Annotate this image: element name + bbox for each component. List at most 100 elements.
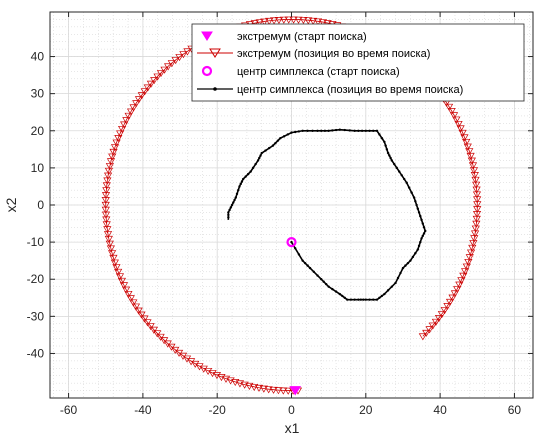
center-path-marker: [301, 259, 304, 262]
extremum-marker: [183, 48, 192, 56]
extremum-marker: [462, 138, 471, 146]
center-path-marker: [414, 200, 417, 203]
extremum-marker: [279, 387, 288, 395]
y-tick-label: 40: [31, 50, 45, 64]
x-tick-label: 20: [359, 403, 373, 417]
center-path-marker: [232, 201, 235, 204]
center-path-marker: [364, 129, 368, 132]
extremum-marker: [450, 290, 460, 298]
extremum-marker: [448, 294, 457, 302]
center-path-marker: [324, 282, 328, 286]
extremum-marker: [457, 277, 466, 285]
y-tick-label: 30: [31, 87, 45, 101]
center-path-marker: [378, 133, 381, 136]
center-path-marker: [237, 188, 240, 192]
center-path-marker: [227, 211, 230, 214]
center-path-marker: [357, 298, 360, 301]
extremum-marker: [454, 120, 463, 128]
extremum-marker: [284, 16, 293, 24]
center-path-marker: [239, 182, 242, 186]
extremum-marker: [146, 323, 155, 331]
center-path-marker: [327, 129, 330, 132]
center-path-marker: [242, 177, 245, 181]
extremum-marker: [175, 54, 184, 62]
extremum-marker: [156, 70, 166, 78]
center-path-marker: [246, 172, 250, 176]
extremum-marker: [116, 130, 125, 138]
extremum-marker: [284, 387, 293, 395]
center-path-marker: [390, 285, 394, 288]
center-path-marker: [388, 154, 391, 157]
center-path-marker: [233, 198, 236, 202]
extremum-marker: [114, 134, 123, 143]
extremum-marker: [119, 282, 129, 290]
extremum-marker: [126, 108, 136, 116]
extremum-marker: [444, 103, 454, 111]
legend: экстремум (старт поиска) экстремум (пози…: [191, 23, 525, 102]
center-path-marker: [416, 248, 420, 251]
center-path-marker: [409, 259, 412, 262]
extremum-start-marker: [289, 386, 302, 396]
center-path-marker: [297, 130, 301, 133]
legend-entry-center-path: центр симплекса (позиция во время поиска…: [197, 84, 463, 96]
legend-marker-filled-triangle: [201, 31, 213, 41]
extremum-marker: [470, 172, 479, 180]
center-path-marker: [244, 175, 247, 178]
y-tick-label: -20: [27, 272, 45, 286]
center-path-marker: [282, 135, 286, 138]
center-path-marker: [419, 214, 422, 218]
x-tick-label: 60: [508, 403, 522, 417]
center-path-marker: [230, 203, 234, 207]
center-path-marker: [419, 240, 422, 244]
center-path-marker: [404, 264, 407, 267]
center-path-marker: [316, 274, 319, 277]
center-path-marker: [412, 196, 416, 199]
center-path-marker: [254, 162, 257, 166]
extremum-marker: [124, 112, 133, 120]
center-path-marker: [306, 264, 309, 267]
center-path-marker: [407, 186, 411, 189]
center-path-marker: [334, 128, 338, 132]
extremum-marker: [171, 57, 180, 65]
extremum-marker: [289, 16, 298, 24]
extremum-marker: [167, 343, 176, 351]
extremum-marker: [455, 281, 464, 289]
extremum-marker: [195, 363, 204, 371]
extremum-marker: [449, 112, 459, 120]
center-path-marker: [420, 237, 423, 240]
center-path-marker: [235, 192, 239, 196]
center-path-marker: [234, 196, 237, 199]
extremum-marker: [143, 84, 152, 92]
extremum-marker: [110, 259, 119, 267]
center-path-marker: [414, 252, 417, 255]
extremum-marker: [294, 16, 303, 24]
center-path-marker: [249, 170, 252, 173]
center-path-marker: [401, 266, 405, 270]
center-path-line: [227, 128, 427, 301]
extremum-marker: [464, 258, 473, 267]
center-path-marker: [375, 298, 379, 301]
extremum-marker: [182, 355, 192, 363]
center-path-marker: [268, 146, 271, 150]
extremum-marker: [469, 167, 479, 175]
center-path-marker: [410, 191, 413, 194]
center-path-marker: [422, 226, 426, 229]
extremum-marker: [122, 117, 131, 125]
center-path-marker: [240, 180, 244, 183]
extremum-marker: [167, 60, 176, 68]
extremum-marker: [465, 148, 474, 156]
extremum-marker: [164, 63, 173, 71]
center-path-marker: [368, 298, 371, 301]
center-path-marker: [362, 298, 365, 301]
y-tick-label: 20: [31, 124, 45, 138]
legend-marker-dot: [213, 87, 217, 91]
center-path-marker: [353, 129, 356, 132]
center-path-marker: [399, 271, 402, 275]
y-tick-label: -10: [27, 235, 45, 249]
extremum-marker: [434, 314, 444, 323]
extremum-marker: [466, 152, 475, 160]
center-path-marker: [416, 207, 420, 210]
extremum-marker: [453, 286, 462, 294]
extremum-marker: [174, 349, 184, 357]
